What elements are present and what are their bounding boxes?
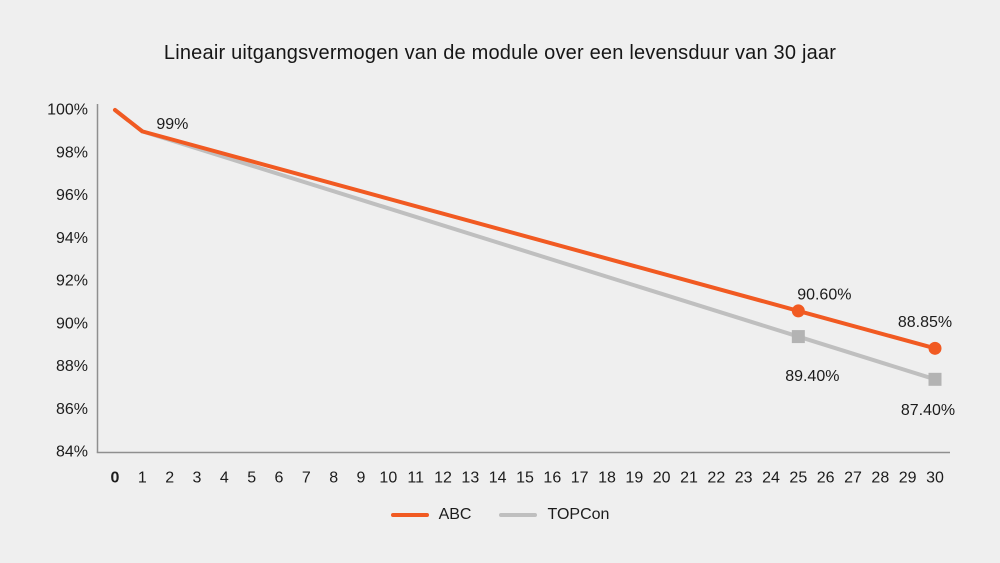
x-tick-label-1: 1 — [138, 470, 147, 487]
topcon-line-swatch-icon — [499, 513, 538, 517]
x-tick-label-5: 5 — [247, 470, 256, 487]
y-tick-label-94: 94% — [56, 230, 88, 247]
data-label-90.60: 90.60% — [797, 286, 851, 303]
abc-line-swatch-icon — [390, 513, 429, 517]
x-tick-label-15: 15 — [516, 470, 534, 487]
data-label-89.40: 89.40% — [785, 368, 839, 385]
y-tick-label-84: 84% — [56, 444, 88, 461]
legend-label-topcon: TOPCon — [547, 506, 610, 523]
legend-item-topcon: TOPCon — [499, 506, 609, 524]
legend-label-abc: ABC — [438, 506, 472, 523]
x-tick-label-25: 25 — [789, 470, 807, 487]
x-tick-label-10: 10 — [379, 470, 397, 487]
x-tick-label-2: 2 — [165, 470, 174, 487]
x-tick-label-30: 30 — [926, 470, 944, 487]
x-tick-label-27: 27 — [844, 470, 862, 487]
x-tick-label-6: 6 — [275, 470, 284, 487]
x-tick-label-18: 18 — [598, 470, 616, 487]
x-tick-label-11: 11 — [407, 470, 424, 487]
x-tick-label-12: 12 — [434, 470, 452, 487]
x-tick-label-22: 22 — [707, 470, 725, 487]
x-tick-label-26: 26 — [817, 470, 835, 487]
chart-legend: ABC TOPCon — [0, 506, 1000, 524]
series-line-abc — [113, 108, 937, 351]
chart-title: Lineair uitgangsvermogen van de module o… — [163, 42, 837, 64]
data-label-87.40: 87.40% — [901, 402, 955, 419]
series-line-topcon — [113, 108, 937, 382]
y-tick-label-88: 88% — [56, 358, 88, 375]
y-tick-label-86: 86% — [56, 401, 88, 418]
x-tick-label-8: 8 — [329, 470, 338, 487]
x-tick-label-23: 23 — [735, 470, 753, 487]
y-tick-label-100: 100% — [47, 102, 88, 119]
x-tick-label-17: 17 — [571, 470, 589, 487]
legend-item-abc: ABC — [390, 506, 472, 524]
marker-abc-year-25 — [791, 304, 805, 318]
y-tick-label-90: 90% — [56, 315, 88, 332]
x-tick-label-7: 7 — [302, 470, 311, 487]
x-tick-label-4: 4 — [220, 470, 229, 487]
marker-topcon-year-30 — [928, 372, 942, 386]
data-label-99: 99% — [156, 116, 188, 133]
x-tick-label-14: 14 — [489, 470, 507, 487]
x-tick-label-16: 16 — [543, 470, 561, 487]
x-tick-label-20: 20 — [653, 470, 671, 487]
x-tick-label-9: 9 — [357, 470, 366, 487]
y-tick-label-96: 96% — [56, 187, 88, 204]
marker-topcon-year-25 — [791, 330, 805, 344]
x-tick-label-28: 28 — [871, 470, 889, 487]
data-label-88.85: 88.85% — [898, 314, 952, 331]
x-tick-label-3: 3 — [193, 470, 202, 487]
x-tick-label-19: 19 — [625, 470, 643, 487]
x-tick-label-24: 24 — [762, 470, 780, 487]
x-tick-label-21: 21 — [680, 470, 698, 487]
y-tick-label-92: 92% — [56, 273, 88, 290]
marker-abc-year-30 — [928, 341, 942, 355]
x-tick-label-29: 29 — [899, 470, 917, 487]
y-tick-label-98: 98% — [56, 144, 88, 161]
x-tick-label-13: 13 — [461, 470, 479, 487]
x-tick-label-0: 0 — [111, 470, 120, 487]
